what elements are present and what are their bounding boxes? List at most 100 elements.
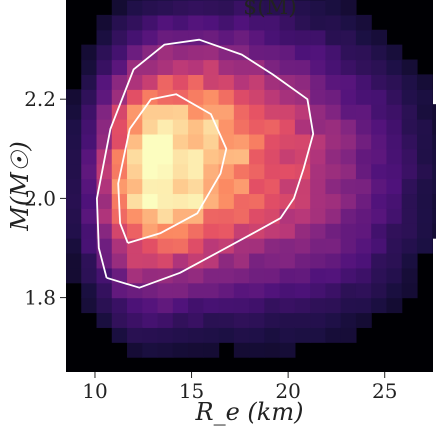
- heatmap-cell: [172, 342, 189, 358]
- heatmap-cell: [66, 133, 82, 150]
- heatmap-cell: [127, 208, 143, 224]
- heatmap-cell: [279, 327, 296, 343]
- heatmap-cell: [203, 252, 220, 269]
- y-tick-label: 1.8: [24, 286, 56, 310]
- heatmap-cell: [279, 193, 296, 209]
- heatmap-cell: [188, 59, 204, 75]
- heatmap-cell: [264, 223, 281, 239]
- heatmap-cell: [203, 223, 220, 239]
- heatmap-cell: [310, 74, 327, 90]
- heatmap-cell: [416, 119, 433, 135]
- heatmap-cell: [355, 74, 372, 90]
- heatmap-cell: [157, 327, 174, 343]
- heatmap-cell: [294, 0, 311, 16]
- heatmap-cell: [111, 74, 128, 90]
- heatmap-cell: [279, 282, 296, 299]
- heatmap-cell: [279, 44, 296, 61]
- contour-inner: [117, 93, 228, 244]
- heatmap-cell: [294, 104, 311, 120]
- heatmap-cell: [340, 119, 357, 135]
- heatmap-cell: [111, 267, 128, 284]
- heatmap-cell: [264, 297, 281, 314]
- heatmap-cell: [249, 29, 265, 46]
- heatmap-cell: [81, 178, 98, 195]
- heatmap-cell: [157, 238, 174, 254]
- heatmap-cell: [340, 297, 357, 314]
- heatmap-cell: [264, 282, 281, 299]
- heatmap-cell: [81, 133, 98, 150]
- heatmap-cell: [127, 0, 143, 16]
- heatmap-cell: [203, 89, 220, 105]
- heatmap-cell: [203, 193, 220, 209]
- heatmap-cell: [142, 0, 159, 16]
- heatmap-cell: [249, 312, 265, 328]
- heatmap-cell: [264, 0, 281, 1]
- heatmap-cell: [249, 193, 265, 209]
- heatmap-cell: [355, 282, 372, 299]
- heatmap-cell: [432, 119, 436, 135]
- heatmap-cell: [294, 208, 311, 224]
- heatmap-cell: [203, 44, 220, 61]
- heatmap-cell: [218, 133, 235, 150]
- heatmap-cell: [310, 178, 327, 195]
- heatmap-cell: [310, 252, 327, 269]
- heatmap-cell: [66, 148, 82, 165]
- heatmap-cell: [157, 252, 174, 269]
- heatmap-cell: [203, 133, 220, 150]
- heatmap-cell: [96, 14, 113, 31]
- heatmap-cell: [249, 342, 265, 358]
- heatmap-cell: [81, 59, 98, 75]
- heatmap-cell: [264, 312, 281, 328]
- heatmap-cell: [233, 342, 250, 358]
- heatmap-cell: [96, 29, 113, 46]
- heatmap-cell: [111, 312, 128, 328]
- heatmap-cell: [264, 29, 281, 46]
- heatmap-cell: [203, 74, 220, 90]
- contour-layer: [96, 38, 315, 289]
- heatmap-cell: [203, 208, 220, 224]
- heatmap-cell: [233, 89, 250, 105]
- heatmap-cell: [340, 312, 357, 328]
- heatmap-cell: [218, 0, 235, 16]
- heatmap-cell: [340, 148, 357, 165]
- x-axis-label: R_e (km): [195, 398, 304, 426]
- heatmap-cell: [203, 282, 220, 299]
- heatmap-cell: [264, 104, 281, 120]
- heatmap-cell: [371, 44, 388, 61]
- heatmap-cell: [432, 178, 436, 195]
- heatmap-cell: [340, 59, 357, 75]
- heatmap-cell: [279, 267, 296, 284]
- heatmap-cell: [279, 119, 296, 135]
- heatmap-cell: [203, 59, 220, 75]
- heatmap-cell: [188, 312, 204, 328]
- heatmap-cell: [264, 89, 281, 105]
- heatmap-cell: [279, 163, 296, 180]
- heatmap-cell: [233, 163, 250, 180]
- heatmap-cell: [416, 89, 433, 105]
- heatmap-cell: [371, 297, 388, 314]
- heatmap-cell: [386, 178, 403, 195]
- heatmap-cell: [142, 74, 159, 90]
- heatmap-cell: [127, 14, 143, 31]
- heatmap-cell: [371, 193, 388, 209]
- heatmap-cell: [310, 89, 327, 105]
- heatmap-cell: [294, 44, 311, 61]
- heatmap-cell: [142, 312, 159, 328]
- heatmap-cell: [157, 0, 174, 1]
- heatmap-cell: [386, 59, 403, 75]
- heatmap-cell: [310, 193, 327, 209]
- heatmap-cell: [294, 0, 311, 1]
- heatmap-cell: [188, 282, 204, 299]
- heatmap-cell: [172, 0, 189, 16]
- heatmap-cell: [218, 178, 235, 195]
- heatmap-cell: [142, 14, 159, 31]
- heatmap-cell: [264, 252, 281, 269]
- heatmap-cell: [340, 0, 357, 16]
- heatmap-cell: [172, 119, 189, 135]
- heatmap-cell: [371, 238, 388, 254]
- heatmap-cell: [66, 238, 82, 254]
- contour-outer: [96, 38, 315, 289]
- heatmap-cell: [310, 148, 327, 165]
- heatmap-cell: [96, 89, 113, 105]
